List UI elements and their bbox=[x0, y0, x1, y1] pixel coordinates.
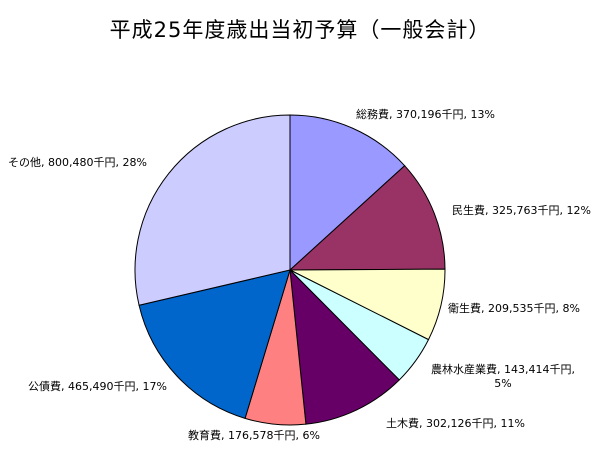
slice-label-line: 教育費, 176,578千円, 6% bbox=[188, 429, 320, 442]
slice-label-line: その他, 800,480千円, 28% bbox=[8, 156, 147, 169]
pie-slice-1 bbox=[289, 114, 406, 272]
slice-label-line-2: 5% bbox=[494, 377, 512, 390]
chart-title: 平成25年度歳出当初予算（一般会計） bbox=[109, 18, 491, 42]
pie-slice-8 bbox=[134, 114, 291, 306]
pie-slice-5 bbox=[289, 268, 400, 425]
pie-slice-2 bbox=[288, 164, 446, 271]
slice-label-line: 総務費, 370,196千円, 13% bbox=[356, 108, 495, 121]
slice-label-line: 土木費, 302,126千円, 11% bbox=[386, 417, 525, 430]
slice-label-line: 農林水産業費, 143,414千円, bbox=[431, 363, 575, 376]
slice-label-7: 公債費, 465,490千円, 17% bbox=[28, 380, 167, 394]
slice-label-line: 公債費, 465,490千円, 17% bbox=[28, 380, 167, 393]
pie-slice-7 bbox=[138, 269, 291, 419]
slice-label-8: その他, 800,480千円, 28% bbox=[8, 156, 147, 170]
slice-label-2: 民生費, 325,763千円, 12% bbox=[452, 204, 591, 218]
slice-label-6: 教育費, 176,578千円, 6% bbox=[188, 429, 320, 443]
slice-label-line: 衛生費, 209,535千円, 8% bbox=[448, 302, 580, 315]
slice-label-1: 総務費, 370,196千円, 13% bbox=[356, 108, 495, 122]
slice-label-3: 衛生費, 209,535千円, 8% bbox=[448, 302, 580, 316]
slice-label-line: 民生費, 325,763千円, 12% bbox=[452, 204, 591, 217]
slice-label-4: 農林水産業費, 143,414千円, 5% bbox=[418, 363, 588, 391]
slice-label-5: 土木費, 302,126千円, 11% bbox=[386, 417, 525, 431]
